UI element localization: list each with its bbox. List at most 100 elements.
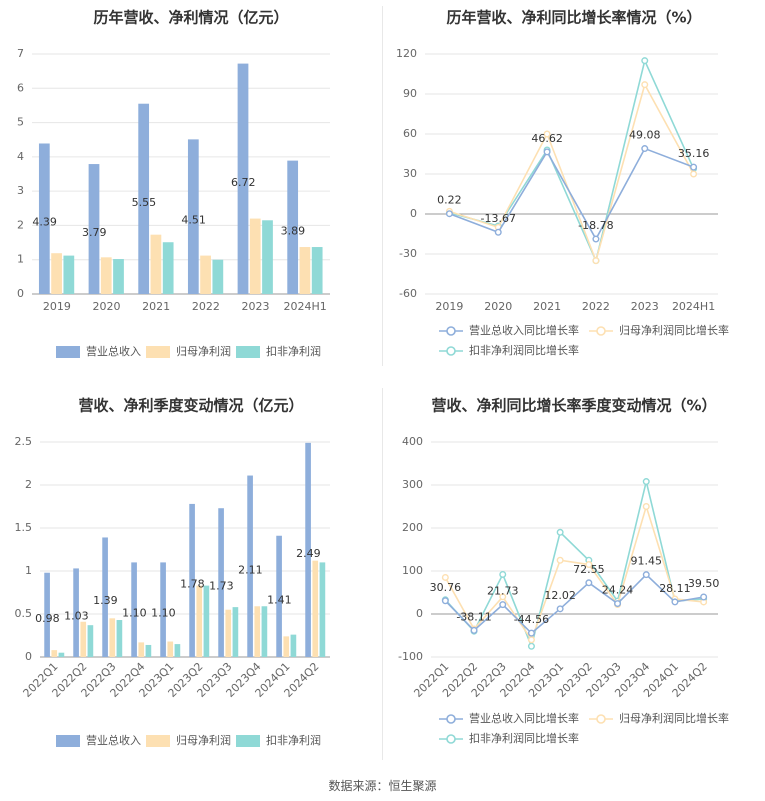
y-tick-label: 400: [402, 435, 423, 448]
y-tick-label: 6: [17, 81, 24, 94]
bar-net-profit: [150, 234, 162, 294]
annual-revenue-profit-chart: 历年营收、净利情况（亿元） 0 1 2 3 4 5 6 7 2019 2020 2021 2022 202…: [0, 0, 382, 380]
line-series-0: [444, 573, 704, 635]
bar-deducted-profit: [162, 242, 174, 294]
data-label: 4.39: [32, 216, 57, 229]
chart-svg: 历年营收、净利同比增长率情况（%） -60 -30 0 30 60 90 120 2019 202…: [396, 9, 729, 358]
legend-label: 营业总收入: [86, 733, 141, 747]
line-point: [690, 163, 698, 171]
line-point: [445, 210, 453, 218]
y-tick-label: -100: [398, 650, 423, 663]
chart-svg: 营收、净利同比增长率季度变动情况（%）-10001002003004002022…: [398, 397, 729, 746]
data-label: -44.56: [514, 613, 549, 626]
line-point: [527, 636, 535, 644]
x-tick-label: 2022: [582, 300, 610, 313]
x-tick-label: 2024H1: [284, 300, 327, 313]
line-point: [499, 601, 507, 609]
line-point: [690, 170, 698, 178]
data-label: 1.03: [64, 610, 89, 623]
line-point: [441, 573, 449, 581]
data-label: 30.76: [430, 581, 462, 594]
legend: 营业总收入 归母净利润 扣非净利润: [56, 344, 321, 358]
data-label: 21.73: [487, 585, 519, 598]
x-tick-label: 2019: [43, 300, 71, 313]
data-label: 1.39: [93, 594, 118, 607]
bar-revenue: [276, 535, 282, 657]
y-tick-label: 0: [25, 650, 32, 663]
y-tick-label: 5: [17, 116, 24, 129]
legend-marker: [446, 346, 456, 356]
data-label: 46.62: [531, 132, 563, 145]
y-tick-label: 0.5: [15, 607, 33, 620]
y-tick-label: 300: [402, 478, 423, 491]
legend-swatch: [56, 346, 80, 358]
line-point: [499, 593, 507, 601]
line-point: [543, 148, 551, 156]
bar-net-profit: [51, 650, 58, 657]
bar-deducted-profit: [145, 644, 152, 657]
line-point: [556, 528, 564, 536]
x-tick-label: 2020: [484, 300, 512, 313]
line-point: [642, 478, 650, 486]
legend-marker: [446, 714, 456, 724]
bar-deducted-profit: [203, 585, 210, 657]
x-tick-label: 2021: [142, 300, 170, 313]
bar-revenue: [189, 503, 195, 657]
data-label: 49.08: [629, 129, 661, 142]
line-point: [499, 570, 507, 578]
line-point: [470, 626, 478, 634]
bar-revenue: [44, 572, 50, 657]
y-tick-label: 4: [17, 150, 24, 163]
bar-net-profit: [249, 218, 261, 294]
legend-marker: [446, 734, 456, 744]
bar-net-profit: [312, 560, 319, 657]
line-point: [556, 605, 564, 613]
line-point: [614, 600, 622, 608]
line-point: [641, 57, 649, 65]
line-point: [700, 593, 708, 601]
bar-revenue: [187, 139, 199, 294]
bar-net-profit: [225, 609, 232, 657]
bar-deducted-profit: [261, 606, 268, 657]
quarterly-revenue-profit-chart: 营收、净利季度变动情况（亿元） 0 0.5 1 1.5 2 2.5 2022Q1 2022Q2 2…: [0, 380, 382, 775]
legend-swatch: [56, 735, 80, 747]
data-label: 3.89: [281, 224, 306, 237]
line-point: [441, 597, 449, 605]
line-point: [642, 571, 650, 579]
bar-revenue: [88, 164, 100, 294]
y-tick-label: 120: [396, 47, 417, 60]
bar-net-profit: [167, 641, 174, 657]
bar-revenue: [287, 160, 299, 294]
y-tick-label: 1.5: [15, 521, 33, 534]
y-tick-label: -60: [399, 287, 417, 300]
y-tick-label: 90: [403, 87, 417, 100]
panel-divider: [382, 6, 383, 366]
legend-label: 归母净利润同比增长率: [619, 323, 729, 337]
legend: 营业总收入 归母净利润 扣非净利润: [56, 733, 321, 747]
data-label: -38.11: [456, 610, 491, 623]
chart-svg: 历年营收、净利情况（亿元） 0 1 2 3 4 5 6 7 2019 2020 2021 2022 202…: [17, 9, 330, 358]
data-label: 1.78: [180, 577, 205, 590]
legend-swatch: [146, 346, 170, 358]
bar-deducted-profit: [232, 607, 239, 657]
legend-label: 归母净利润同比增长率: [619, 711, 729, 725]
x-tick-label: 2023: [242, 300, 270, 313]
chart-svg: 营收、净利季度变动情况（亿元）00.511.522.52022Q12022Q22…: [15, 397, 330, 747]
bar-deducted-profit: [212, 259, 224, 294]
bar-net-profit: [100, 257, 112, 294]
bar-revenue: [38, 143, 50, 294]
legend-swatch: [236, 346, 260, 358]
chart-title: 营收、净利同比增长率季度变动情况（%）: [431, 397, 716, 415]
data-label: 72.55: [573, 563, 605, 576]
quarterly-growth-rate-chart: 营收、净利同比增长率季度变动情况（%） -100 0 100 200 300 400 2022…: [383, 380, 765, 775]
legend-label: 扣非净利润同比增长率: [469, 731, 579, 745]
bar-revenue: [247, 475, 253, 657]
y-tick-label: 30: [403, 167, 417, 180]
data-label: -13.67: [481, 212, 516, 225]
legend-marker: [596, 326, 606, 336]
legend-swatch: [146, 735, 170, 747]
data-label: 1.73: [209, 580, 234, 593]
bar-revenue: [218, 508, 224, 657]
